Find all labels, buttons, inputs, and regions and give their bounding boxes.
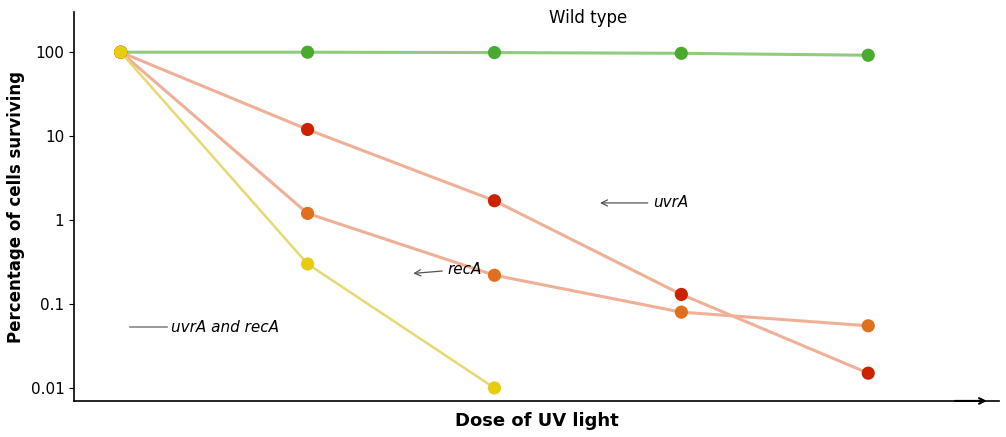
Point (860, 323, 876, 329)
Text: recA: recA (414, 262, 482, 277)
X-axis label: Dose of UV light: Dose of UV light (455, 412, 619, 430)
Point (487, 272, 503, 279)
Point (673, 291, 689, 298)
Point (113, 49, 129, 55)
Point (487, 49, 503, 56)
Point (673, 309, 689, 316)
Point (860, 370, 876, 377)
Point (113, 49, 129, 55)
Text: uvrA: uvrA (602, 195, 688, 211)
Point (300, 126, 316, 133)
Point (860, 52, 876, 59)
Point (113, 49, 129, 55)
Point (300, 49, 316, 55)
Text: uvrA and recA: uvrA and recA (171, 319, 279, 335)
Text: Wild type: Wild type (549, 9, 627, 27)
Point (487, 385, 503, 392)
Point (673, 50, 689, 57)
Point (113, 49, 129, 55)
Point (487, 197, 503, 204)
Y-axis label: Percentage of cells surviving: Percentage of cells surviving (7, 70, 25, 343)
Point (300, 210, 316, 217)
Point (300, 260, 316, 267)
